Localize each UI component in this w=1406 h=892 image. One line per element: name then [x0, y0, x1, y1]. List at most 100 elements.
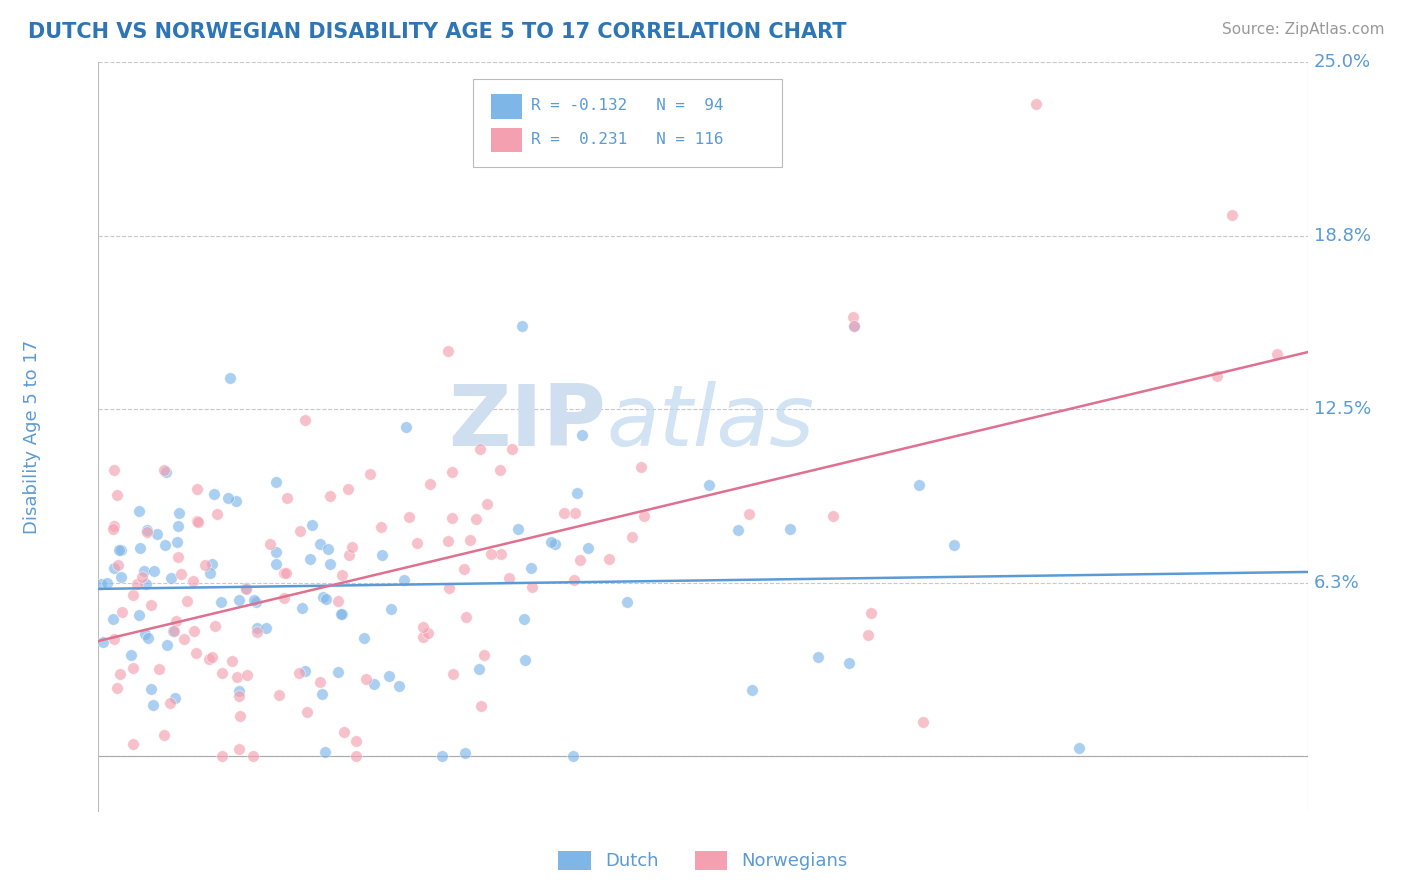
- Point: [136, 524, 159, 538]
- Point: [200, 557, 222, 571]
- Point: [377, 669, 399, 683]
- Point: [468, 442, 491, 457]
- Point: [380, 602, 402, 616]
- Point: [498, 571, 520, 585]
- Text: 25.0%: 25.0%: [1313, 54, 1371, 71]
- Point: [294, 664, 316, 678]
- Text: Source: ZipAtlas.com: Source: ZipAtlas.com: [1222, 22, 1385, 37]
- Point: [103, 519, 125, 533]
- Point: [741, 682, 763, 697]
- Legend: Dutch, Norwegians: Dutch, Norwegians: [551, 844, 855, 878]
- Point: [467, 662, 489, 676]
- Point: [392, 573, 415, 587]
- Point: [437, 582, 460, 596]
- Point: [398, 510, 420, 524]
- Point: [291, 600, 314, 615]
- Point: [470, 699, 492, 714]
- Point: [544, 537, 567, 551]
- Point: [620, 530, 643, 544]
- Point: [567, 486, 589, 500]
- Point: [166, 535, 188, 549]
- Point: [194, 558, 217, 572]
- Point: [162, 624, 184, 639]
- Point: [506, 522, 529, 536]
- Point: [333, 725, 356, 739]
- Point: [228, 683, 250, 698]
- Point: [228, 593, 250, 607]
- Point: [430, 749, 453, 764]
- Point: [363, 677, 385, 691]
- Point: [513, 653, 536, 667]
- Point: [236, 667, 259, 681]
- Point: [101, 611, 124, 625]
- Point: [520, 580, 543, 594]
- Point: [273, 566, 295, 581]
- Point: [181, 574, 204, 588]
- Point: [340, 540, 363, 554]
- FancyBboxPatch shape: [492, 128, 522, 153]
- Point: [727, 523, 749, 537]
- Point: [131, 570, 153, 584]
- Point: [153, 463, 176, 477]
- Point: [160, 571, 183, 585]
- Point: [328, 594, 350, 608]
- Point: [198, 566, 221, 581]
- Text: R = -0.132   N =  94: R = -0.132 N = 94: [531, 98, 724, 113]
- Point: [311, 687, 333, 701]
- Point: [153, 538, 176, 552]
- Point: [571, 428, 593, 442]
- Point: [209, 595, 232, 609]
- Point: [266, 557, 288, 571]
- Point: [141, 698, 163, 712]
- FancyBboxPatch shape: [474, 78, 782, 168]
- Point: [163, 624, 186, 638]
- Point: [173, 632, 195, 646]
- Point: [245, 594, 267, 608]
- Point: [479, 547, 502, 561]
- Point: [475, 497, 498, 511]
- Point: [170, 567, 193, 582]
- Point: [110, 570, 132, 584]
- Point: [564, 506, 586, 520]
- Point: [274, 566, 297, 580]
- Point: [337, 548, 360, 562]
- Point: [416, 625, 439, 640]
- Point: [316, 541, 339, 556]
- Text: atlas: atlas: [606, 381, 814, 464]
- Point: [103, 560, 125, 574]
- Text: 18.8%: 18.8%: [1313, 227, 1371, 245]
- Point: [132, 564, 155, 578]
- Point: [501, 442, 523, 457]
- Point: [329, 607, 352, 622]
- Point: [911, 715, 934, 730]
- Point: [228, 709, 250, 723]
- Point: [110, 543, 132, 558]
- Point: [841, 310, 863, 325]
- Point: [96, 576, 118, 591]
- Point: [264, 475, 287, 489]
- Text: 6.3%: 6.3%: [1313, 574, 1360, 591]
- Point: [259, 537, 281, 551]
- Point: [512, 612, 534, 626]
- Point: [128, 541, 150, 556]
- Point: [294, 413, 316, 427]
- Point: [211, 749, 233, 764]
- Point: [167, 550, 190, 565]
- Point: [837, 656, 859, 670]
- Text: Disability Age 5 to 17: Disability Age 5 to 17: [22, 340, 41, 534]
- Point: [148, 662, 170, 676]
- Point: [465, 512, 488, 526]
- Point: [228, 741, 250, 756]
- Point: [312, 590, 335, 604]
- Point: [598, 551, 620, 566]
- Point: [141, 681, 163, 696]
- Point: [388, 679, 411, 693]
- Point: [844, 319, 866, 334]
- Point: [167, 506, 190, 520]
- Point: [353, 631, 375, 645]
- Point: [576, 541, 599, 555]
- Point: [443, 667, 465, 681]
- Point: [204, 618, 226, 632]
- Point: [858, 628, 880, 642]
- Point: [235, 581, 257, 595]
